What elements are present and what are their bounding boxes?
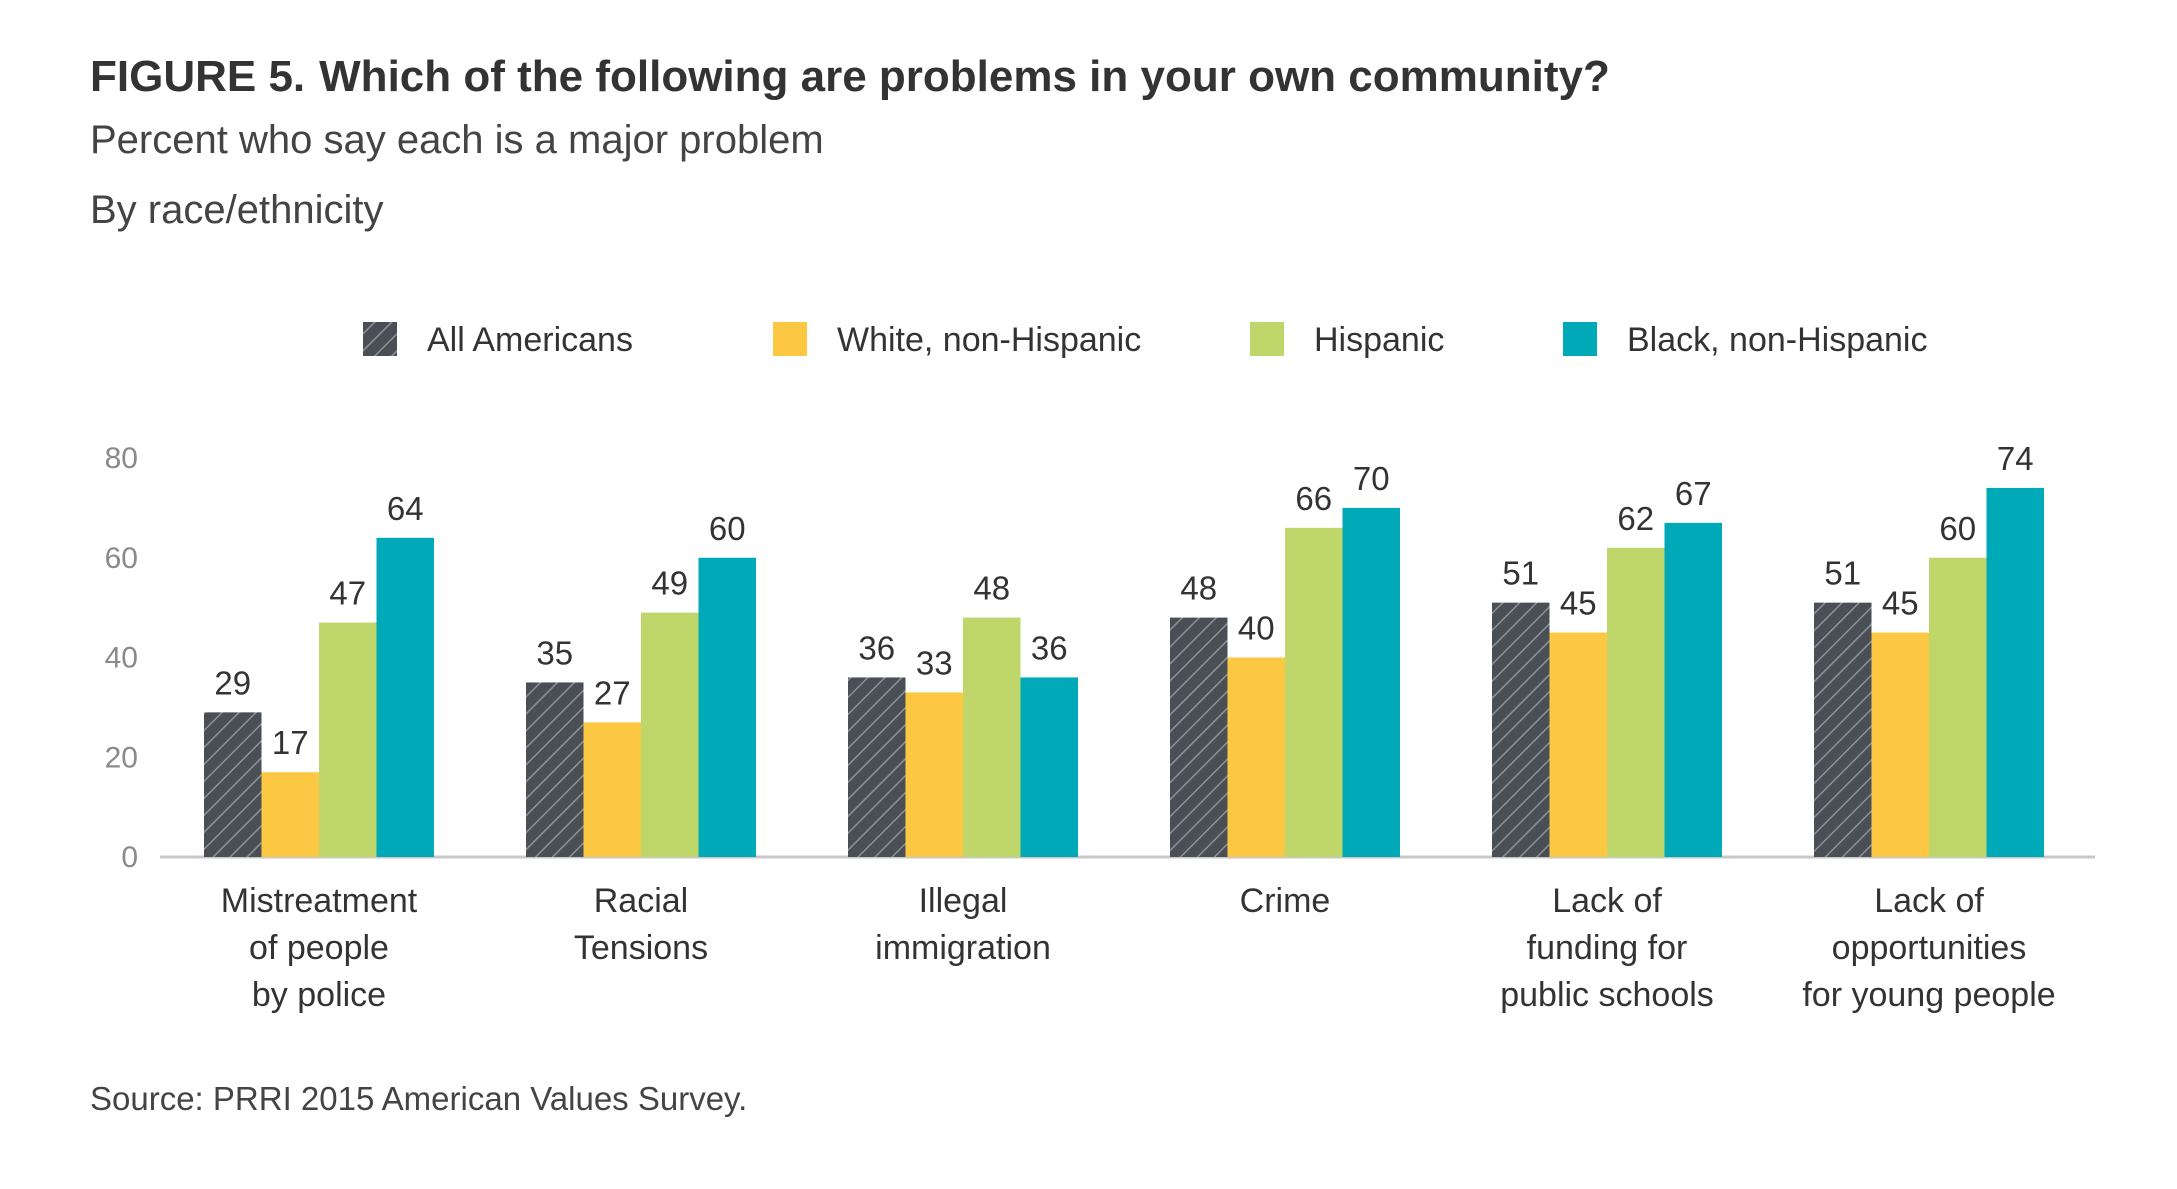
x-axis: Mistreatment of people by police Racial Tens… xyxy=(221,882,2056,1014)
bar xyxy=(1607,547,1665,857)
data-label: 40 xyxy=(1238,610,1275,647)
bar xyxy=(641,612,699,857)
bar xyxy=(319,622,377,857)
bar xyxy=(1814,602,1872,857)
category-label: funding for xyxy=(1527,929,1688,967)
y-tick-label: 40 xyxy=(105,642,138,675)
legend-swatch xyxy=(1563,322,1597,356)
data-label: 60 xyxy=(1939,510,1976,547)
data-label: 36 xyxy=(1031,629,1068,666)
bar xyxy=(1549,632,1607,857)
data-label: 17 xyxy=(272,724,309,761)
category-label: of people xyxy=(249,929,389,967)
y-tick-label: 80 xyxy=(105,442,138,475)
legend-label: White, non-Hispanic xyxy=(837,321,1141,359)
category-label: public schools xyxy=(1500,976,1714,1014)
bar xyxy=(1170,617,1228,857)
category-label: Lack of xyxy=(1874,882,1984,920)
source-note: Source: PRRI 2015 American Values Survey… xyxy=(90,1080,748,1117)
data-label: 49 xyxy=(651,565,688,602)
y-tick-label: 60 xyxy=(105,542,138,575)
category-label: by police xyxy=(252,976,386,1014)
legend-swatch xyxy=(773,322,807,356)
data-label: 62 xyxy=(1617,500,1654,537)
category-label: Mistreatment xyxy=(221,882,418,920)
category-label: Lack of xyxy=(1552,882,1662,920)
legend-label: Black, non-Hispanic xyxy=(1627,321,1927,359)
category-label: Illegal xyxy=(919,882,1008,920)
bar xyxy=(1986,487,2044,857)
data-label: 64 xyxy=(387,490,424,527)
bar xyxy=(204,712,262,857)
legend-label: All Americans xyxy=(427,321,633,359)
data-label: 70 xyxy=(1353,460,1390,497)
category-label: Racial xyxy=(594,882,688,920)
subtitle-line-1: Percent who say each is a major problem xyxy=(90,118,824,162)
chart-title: FIGURE 5. Which of the following are prob… xyxy=(90,52,1610,102)
category-label: for young people xyxy=(1802,976,2055,1014)
category-label: Crime xyxy=(1240,882,1331,920)
bar xyxy=(1020,677,1078,857)
bar xyxy=(1664,522,1722,857)
bar xyxy=(1492,602,1550,857)
data-label: 67 xyxy=(1675,475,1712,512)
data-label: 33 xyxy=(916,644,953,681)
bar xyxy=(905,692,963,857)
data-label: 27 xyxy=(594,674,631,711)
bar xyxy=(1285,527,1343,857)
data-label: 51 xyxy=(1502,555,1539,592)
bar xyxy=(1929,557,1987,857)
y-axis: 0 20 40 60 80 xyxy=(105,442,2095,874)
bar xyxy=(1871,632,1929,857)
data-label: 29 xyxy=(214,664,251,701)
bars: 29 17 47 64 35 27 49 60 36 33 48 36 48 40 66 70 51 45 62 67… xyxy=(204,440,2044,857)
data-label: 66 xyxy=(1295,480,1332,517)
data-label: 51 xyxy=(1824,555,1861,592)
y-tick-label: 0 xyxy=(121,841,138,874)
data-label: 48 xyxy=(1180,570,1217,607)
data-label: 74 xyxy=(1997,440,2034,477)
bar xyxy=(848,677,906,857)
legend-label: Hispanic xyxy=(1314,321,1444,359)
data-label: 36 xyxy=(858,629,895,666)
y-tick-label: 20 xyxy=(105,741,138,774)
data-label: 45 xyxy=(1560,585,1597,622)
legend: All Americans White, non-Hispanic Hispanic… xyxy=(363,321,1927,359)
bar xyxy=(261,772,319,857)
legend-swatch xyxy=(1250,322,1284,356)
category-label: opportunities xyxy=(1832,929,2027,967)
bar xyxy=(526,682,584,857)
bar xyxy=(376,537,434,857)
data-label: 60 xyxy=(709,510,746,547)
data-label: 45 xyxy=(1882,585,1919,622)
data-label: 48 xyxy=(973,570,1010,607)
bar xyxy=(1227,657,1285,857)
bar xyxy=(1342,507,1400,857)
title-text: Which of the following are problems in y… xyxy=(319,52,1610,101)
data-label: 47 xyxy=(329,575,366,612)
bar xyxy=(698,557,756,857)
category-label: immigration xyxy=(875,929,1051,967)
bar xyxy=(963,617,1021,857)
legend-swatch xyxy=(363,322,397,356)
subtitle-line-2: By race/ethnicity xyxy=(90,188,384,232)
bar xyxy=(583,722,641,857)
category-label: Tensions xyxy=(574,929,708,967)
data-label: 35 xyxy=(536,634,573,671)
figure-label: FIGURE 5. xyxy=(90,52,306,101)
